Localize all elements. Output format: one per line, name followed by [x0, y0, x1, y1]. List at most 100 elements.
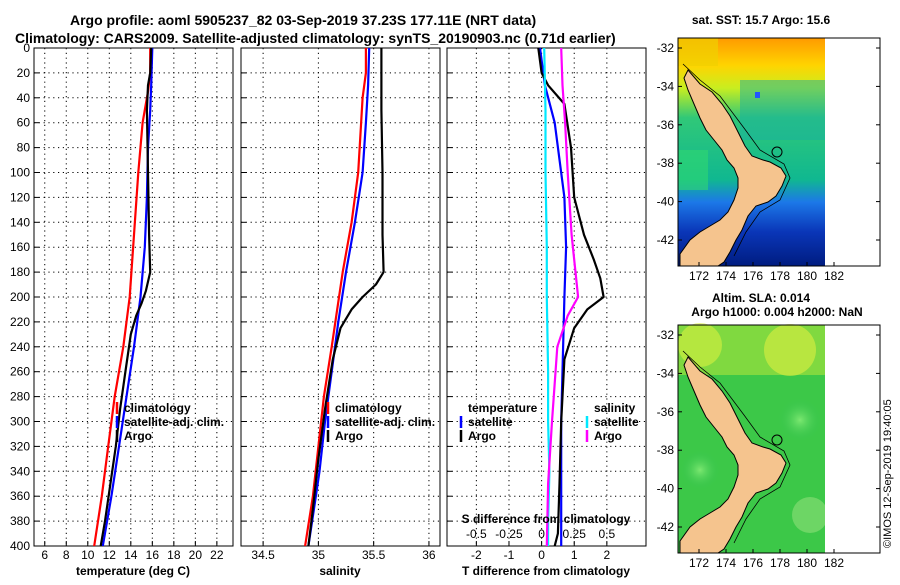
series-line-s-argo — [545, 47, 580, 547]
map-x-tick-label: 172 — [689, 269, 709, 283]
x-tick-label: -1 — [504, 548, 515, 562]
y-tick-label: 140 — [10, 215, 30, 229]
sla-map-ticks: 172 174 176 178 180 182 -32 -34 -36 -38 -40 -42 — [657, 328, 880, 570]
sst-no-data-area — [825, 38, 880, 266]
x-tick-label: 0 — [538, 548, 545, 562]
legend-label-climatology: climatology — [124, 401, 191, 415]
x-tick-label: 2 — [604, 548, 611, 562]
legend-label-argo: Argo — [124, 429, 152, 443]
map-y-tick-label: -32 — [657, 41, 675, 55]
x-tick-label: 12 — [103, 548, 117, 562]
s-axis-tick-label: 0.5 — [599, 527, 616, 541]
figure-title-line1: Argo profile: aoml 5905237_82 03-Sep-201… — [70, 12, 536, 28]
y-tick-label: 80 — [17, 141, 31, 155]
salinity-legend: climatology satellite-adj. clim. Argo — [326, 401, 435, 443]
map-y-tick-label: -34 — [657, 79, 675, 93]
y-tick-label: 60 — [17, 116, 31, 130]
map-y-tick-label: -42 — [657, 233, 675, 247]
map-y-tick-label: -32 — [657, 328, 675, 342]
x-tick-label: 34.5 — [251, 548, 275, 562]
difference-legend: temperature satellite Argo salinity sate… — [459, 401, 639, 443]
map-x-tick-label: 182 — [824, 269, 844, 283]
legend-label-s-satellite: satellite — [594, 415, 639, 429]
map-x-tick-label: 176 — [743, 269, 763, 283]
map-x-tick-label: 176 — [743, 556, 763, 570]
map-y-tick-label: -34 — [657, 366, 675, 380]
y-tick-label: 320 — [10, 439, 30, 453]
sla-patch — [680, 450, 720, 490]
y-tick-label: 400 — [10, 539, 30, 553]
x-tick-label: 20 — [189, 548, 203, 562]
map-y-tick-label: -38 — [657, 156, 675, 170]
series-line-satellite-adj-clim- — [307, 47, 371, 547]
y-tick-label: 120 — [10, 190, 30, 204]
sst-patch — [755, 92, 760, 98]
figure-title-line2: Climatology: CARS2009. Satellite-adjuste… — [15, 30, 616, 46]
legend-title-salinity: salinity — [594, 401, 636, 415]
copyright-watermark: ©IMOS 12-Sep-2019 19:40:05 — [882, 399, 894, 548]
sst-map-ticks: 172 174 176 178 180 182 -32 -34 -36 -38 -40 -42 — [657, 41, 880, 283]
y-tick-label: 200 — [10, 290, 30, 304]
depth-contour — [682, 63, 791, 257]
y-tick-label: 220 — [10, 315, 30, 329]
x-tick-label: 16 — [146, 548, 160, 562]
map-x-tick-label: 178 — [770, 269, 790, 283]
argo-location-marker — [771, 146, 783, 158]
t-difference-xlabel: T difference from climatology — [462, 564, 630, 578]
sla-map-frame — [677, 324, 881, 554]
argo-location-marker — [771, 434, 783, 446]
map-x-tick-label: 180 — [797, 556, 817, 570]
sla-patch — [792, 497, 828, 533]
s-axis-tick-label: 0.25 — [563, 527, 587, 541]
s-axis-tick-label: 0 — [538, 527, 545, 541]
y-tick-label: 180 — [10, 265, 30, 279]
depth-contour — [682, 350, 791, 544]
map-x-tick-label: 174 — [716, 269, 736, 283]
sla-patch — [678, 323, 722, 367]
y-tick-label: 20 — [17, 66, 31, 80]
legend-label-t-satellite: satellite — [468, 415, 513, 429]
series-line-t-argo — [537, 47, 605, 547]
x-tick-label: 8 — [63, 548, 70, 562]
sla-map-title-line1: Altim. SLA: 0.014 — [712, 291, 810, 305]
sla-patch — [764, 324, 816, 376]
legend-label-satellite-adj: satellite-adj. clim. — [335, 415, 435, 429]
y-tick-label: 240 — [10, 340, 30, 354]
x-tick-label: 36 — [422, 548, 436, 562]
sst-warm-patch — [678, 38, 718, 66]
y-tick-label: 100 — [10, 166, 30, 180]
y-tick-label: 160 — [10, 240, 30, 254]
map-x-tick-label: 172 — [689, 556, 709, 570]
new-zealand-land — [679, 356, 787, 554]
series-line-satellite-adj-clim- — [101, 47, 154, 547]
map-y-tick-label: -42 — [657, 520, 675, 534]
map-y-tick-label: -40 — [657, 482, 675, 496]
salinity-plot: 34.5 35 35.5 36 — [241, 47, 440, 562]
x-tick-label: 18 — [167, 548, 181, 562]
map-x-tick-label: 182 — [824, 556, 844, 570]
temperature-xlabel: temperature (deg C) — [76, 564, 190, 578]
map-x-tick-label: 180 — [797, 269, 817, 283]
sla-map-title-line2: Argo h1000: 0.004 h2000: NaN — [691, 305, 862, 319]
y-tick-label: 280 — [10, 390, 30, 404]
series-line-argo — [99, 47, 153, 547]
legend-label-climatology: climatology — [335, 401, 402, 415]
x-tick-label: 35 — [312, 548, 326, 562]
x-tick-label: 35.5 — [362, 548, 386, 562]
series-line-climatology — [304, 48, 367, 547]
s-difference-xlabel: S difference from climatology — [462, 512, 631, 526]
y-tick-label: 40 — [17, 91, 31, 105]
y-tick-label: 380 — [10, 514, 30, 528]
sst-map: 172 174 176 178 180 182 -32 -34 -36 -38 -40 -42 — [657, 37, 881, 283]
legend-label-argo: Argo — [335, 429, 363, 443]
x-tick-label: 14 — [124, 548, 138, 562]
legend-label-s-argo: Argo — [594, 429, 622, 443]
map-y-tick-label: -36 — [657, 118, 675, 132]
s-axis-tick-label: -0.5 — [466, 527, 487, 541]
x-tick-label: -2 — [471, 548, 482, 562]
series-line-argo — [307, 48, 385, 547]
sst-patch — [678, 150, 708, 190]
map-y-tick-label: -40 — [657, 195, 675, 209]
